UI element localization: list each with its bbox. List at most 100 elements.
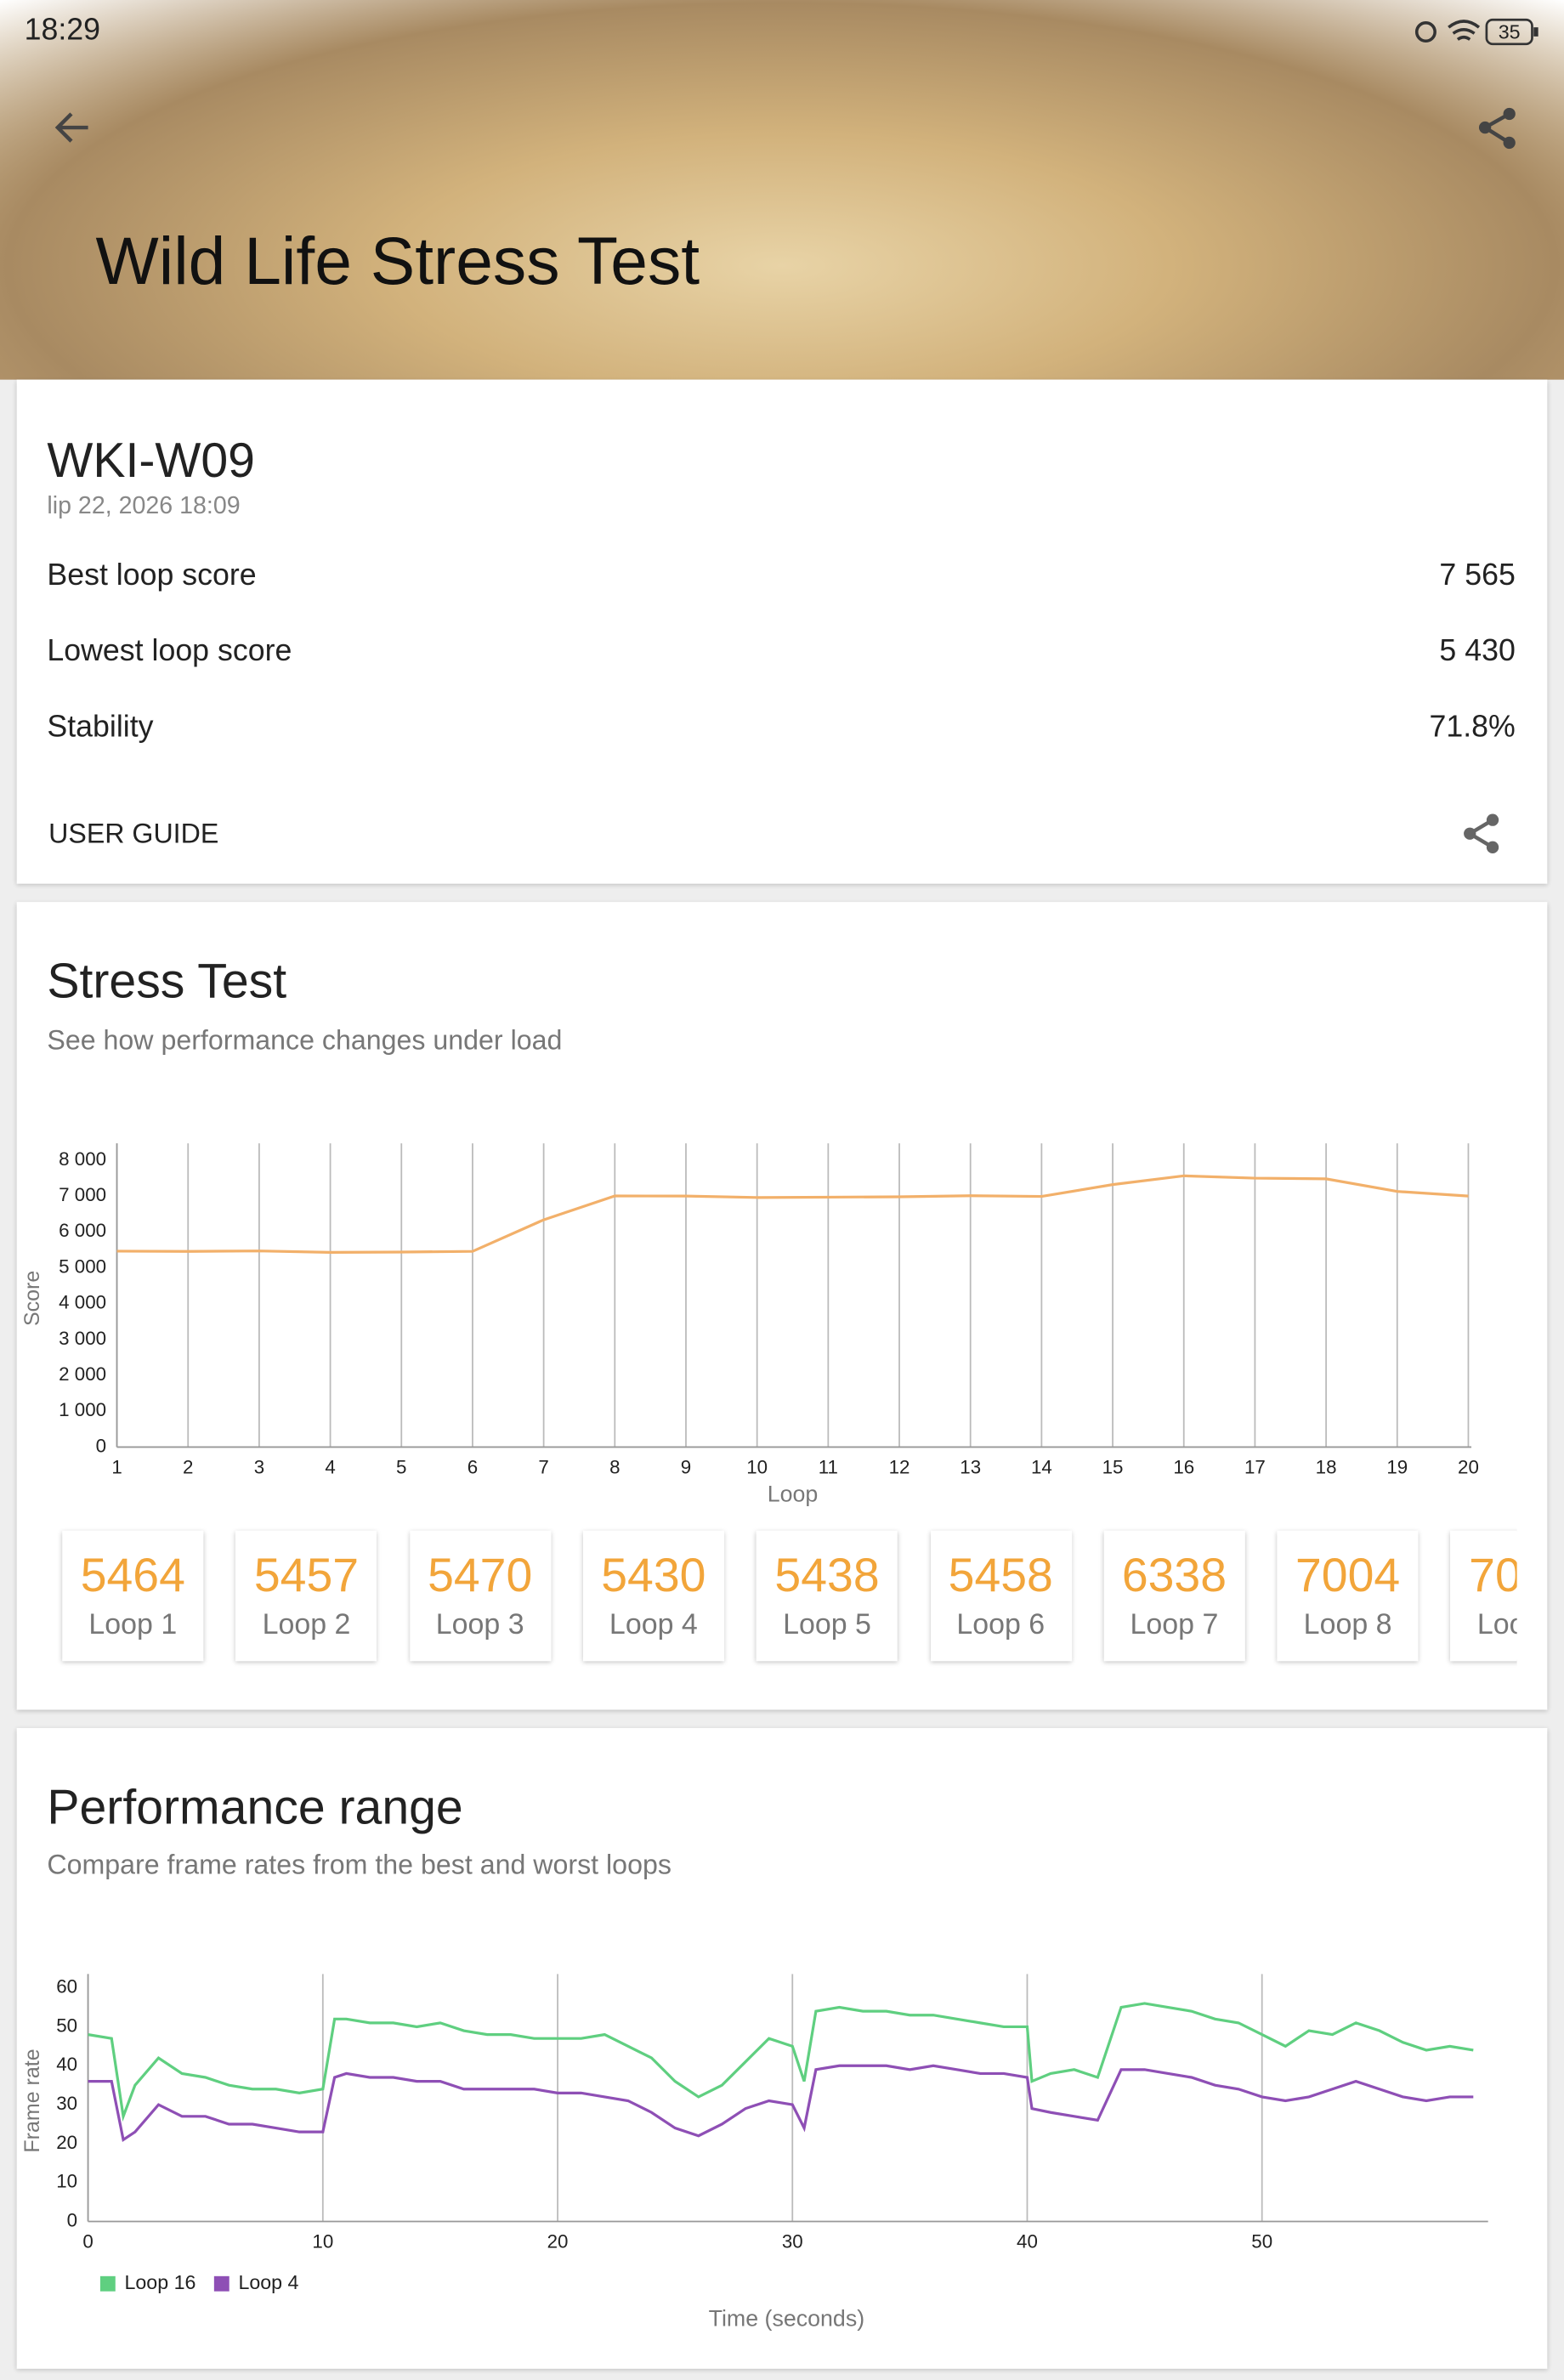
x-axis-label: Loop xyxy=(768,1482,819,1507)
x-tick-label: 14 xyxy=(1031,1456,1052,1477)
status-icons: 35 xyxy=(1414,18,1538,46)
x-tick-label: 1 xyxy=(111,1456,122,1477)
x-tick-label: 15 xyxy=(1102,1456,1124,1477)
loop-label: Loop 2 xyxy=(262,1609,351,1642)
stress-chart: 0 1 000 2 000 3 000 4 000 5 000 6 000 7 000 8 00… xyxy=(20,1143,1479,1507)
x-tick-label: 9 xyxy=(681,1456,691,1477)
status-time: 18:29 xyxy=(24,14,101,48)
loop-card[interactable]: 5457 Loop 2 xyxy=(235,1530,377,1662)
x-tick-label: 8 xyxy=(609,1456,620,1477)
x-tick-label: 10 xyxy=(312,2230,333,2252)
x-tick-label: 17 xyxy=(1244,1456,1266,1477)
y-tick-label: 40 xyxy=(56,2054,77,2075)
x-tick-label: 3 xyxy=(254,1456,264,1477)
user-guide-link[interactable]: USER GUIDE xyxy=(48,818,219,849)
loop-score: 5458 xyxy=(948,1549,1053,1602)
loop-score: 6338 xyxy=(1121,1549,1227,1602)
share-button[interactable] xyxy=(1476,106,1522,152)
section-subtitle: Compare frame rates from the best and wo… xyxy=(47,1849,672,1880)
section-title: Stress Test xyxy=(47,953,287,1009)
page-title: Wild Life Stress Test xyxy=(95,224,700,299)
loop-score-list[interactable]: 5464 Loop 1 5457 Loop 2 5470 Loop 3 5430 Loop 4… xyxy=(47,1518,1517,1686)
performance-card xyxy=(16,1727,1548,2369)
y-tick-label: 3 000 xyxy=(59,1328,106,1349)
x-tick-label: 20 xyxy=(1458,1456,1479,1477)
metric-label: Stability xyxy=(47,711,154,745)
loop-label: Loop 6 xyxy=(956,1609,1046,1642)
loop-card[interactable]: 6338 Loop 7 xyxy=(1103,1530,1245,1662)
y-tick-label: 50 xyxy=(56,2014,77,2036)
loop-label: Loop 1 xyxy=(88,1609,178,1642)
metric-value: 5 430 xyxy=(1439,634,1516,669)
x-tick-label: 0 xyxy=(82,2230,93,2252)
metric-value: 7 565 xyxy=(1439,558,1516,592)
device-name: WKI-W09 xyxy=(47,433,255,488)
loop-card[interactable]: 7004 Loop 8 xyxy=(1277,1530,1419,1662)
y-tick-label: 5 000 xyxy=(59,1255,106,1277)
legend-label: Loop 4 xyxy=(238,2271,298,2293)
x-tick-label: 40 xyxy=(1017,2230,1038,2252)
x-tick-label: 2 xyxy=(183,1456,193,1477)
loop-card[interactable]: 5458 Loop 6 xyxy=(930,1530,1072,1662)
y-axis-label: Frame rate xyxy=(20,2048,44,2152)
loop-label: Loop 8 xyxy=(1303,1609,1392,1642)
loop-card[interactable]: 5430 Loop 4 xyxy=(582,1530,724,1662)
x-tick-label: 12 xyxy=(889,1456,910,1477)
y-axis-label: Score xyxy=(20,1271,44,1326)
y-tick-label: 20 xyxy=(56,2132,77,2153)
x-tick-label: 50 xyxy=(1251,2230,1272,2252)
data-line xyxy=(116,1174,1469,1254)
y-tick-label: 7 000 xyxy=(59,1184,106,1205)
loop-score: 5464 xyxy=(80,1549,185,1602)
y-tick-label: 60 xyxy=(56,1976,77,1998)
x-tick-label: 6 xyxy=(468,1456,478,1477)
x-tick-label: 30 xyxy=(782,2230,803,2252)
legend-swatch xyxy=(213,2275,230,2292)
metric-value: 71.8% xyxy=(1429,711,1516,745)
y-tick-label: 6 000 xyxy=(59,1220,106,1241)
loop-label: Loop 7 xyxy=(1130,1609,1219,1642)
back-button[interactable] xyxy=(52,106,94,149)
loop-card[interactable]: 5438 Loop 5 xyxy=(756,1530,898,1662)
legend-swatch xyxy=(99,2275,116,2292)
y-tick-label: 0 xyxy=(67,2209,77,2230)
test-date: lip 22, 2026 18:09 xyxy=(47,493,241,519)
section-title: Performance range xyxy=(47,1779,463,1834)
loop-score: 7004 xyxy=(1295,1549,1401,1602)
y-tick-label: 30 xyxy=(56,2093,77,2114)
loop-score: 5430 xyxy=(601,1549,706,1602)
data-line xyxy=(88,2064,1474,2142)
data-line xyxy=(88,2002,1474,2122)
loop-card[interactable]: 5470 Loop 3 xyxy=(409,1530,551,1662)
loop-label: Loop 4 xyxy=(609,1609,698,1642)
loop-score: 5470 xyxy=(428,1549,533,1602)
loop-score: 5457 xyxy=(253,1549,360,1602)
x-tick-label: 4 xyxy=(325,1456,335,1477)
x-tick-label: 16 xyxy=(1173,1456,1194,1477)
metric-label: Best loop score xyxy=(47,558,257,592)
y-tick-label: 2 000 xyxy=(59,1363,106,1385)
loop-label: Loop 9 xyxy=(1476,1609,1517,1642)
x-axis-label: Time (seconds) xyxy=(709,2306,865,2332)
x-tick-label: 20 xyxy=(547,2230,569,2252)
y-tick-label: 10 xyxy=(56,2171,77,2192)
loop-card[interactable]: 5464 Loop 1 xyxy=(62,1530,204,1662)
x-tick-label: 10 xyxy=(746,1456,768,1477)
x-tick-label: 7 xyxy=(538,1456,548,1477)
y-tick-label: 1 000 xyxy=(59,1399,106,1420)
loop-label: Loop 3 xyxy=(435,1609,524,1642)
loop-label: Loop 5 xyxy=(783,1609,871,1642)
x-tick-label: 19 xyxy=(1386,1456,1408,1477)
y-tick-label: 4 000 xyxy=(59,1292,106,1313)
metric-label: Lowest loop score xyxy=(47,634,292,669)
legend-label: Loop 16 xyxy=(124,2271,196,2293)
header-banner xyxy=(0,0,1564,380)
x-tick-label: 5 xyxy=(396,1456,406,1477)
share-result-button[interactable] xyxy=(1461,813,1504,855)
y-tick-label: 8 000 xyxy=(59,1148,106,1170)
